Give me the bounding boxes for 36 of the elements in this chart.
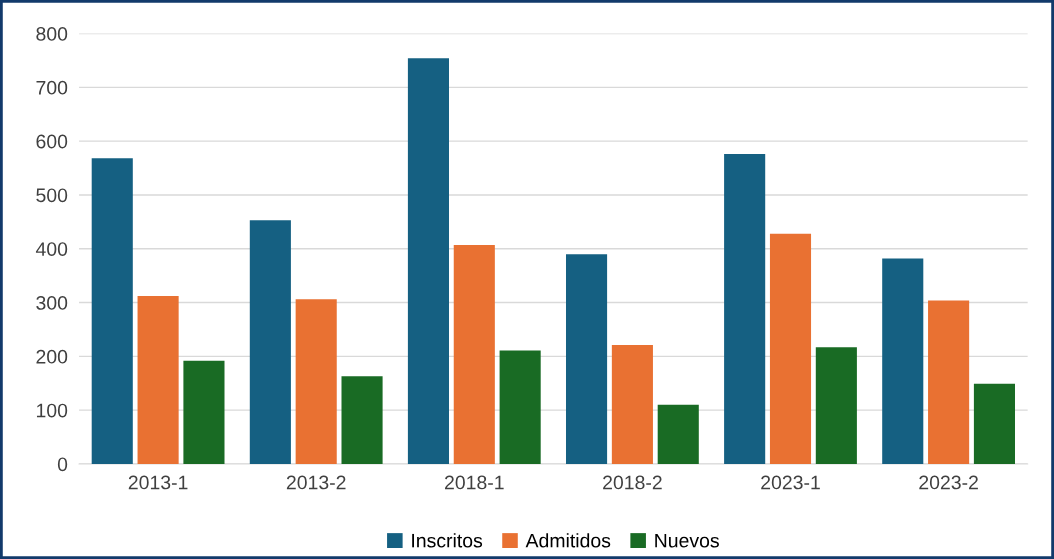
y-tick-label: 400 [35,242,68,256]
bar [407,58,449,464]
x-tick-label: 2013-2 [286,475,346,490]
bar [453,244,495,464]
bar [769,233,812,464]
y-tick-label: 600 [36,134,68,149]
legend-label: Admitidos [525,533,611,548]
y-tick-label: 100 [36,403,68,418]
x-tick-label: 2023-1 [761,475,820,490]
bar [91,158,133,464]
x-tick-label: 2023-2 [919,475,978,490]
y-tick-label: 800 [36,27,68,41]
bar [295,299,337,464]
bar [882,258,924,464]
bar [499,350,541,464]
bar [724,154,766,464]
bar [928,300,970,464]
bar [249,220,291,464]
bar [137,296,179,464]
bar [341,376,383,464]
y-tick-label: 200 [36,349,68,364]
y-tick-label: 0 [57,457,68,472]
y-tick-label: 300 [36,296,68,310]
legend-label: Inscritos [412,533,483,548]
bar [566,254,608,464]
bar [611,345,653,464]
bar [657,404,699,464]
bar [183,360,225,464]
y-tick-label: 700 [36,80,68,95]
legend-label: Nuevos [655,533,719,548]
y-tick-label: 500 [36,188,68,203]
x-tick-label: 2018-1 [445,475,504,490]
x-tick-label: 2013-1 [128,475,188,490]
bar [973,383,1015,464]
bar [815,347,857,464]
x-tick-label: 2018-2 [603,475,662,490]
